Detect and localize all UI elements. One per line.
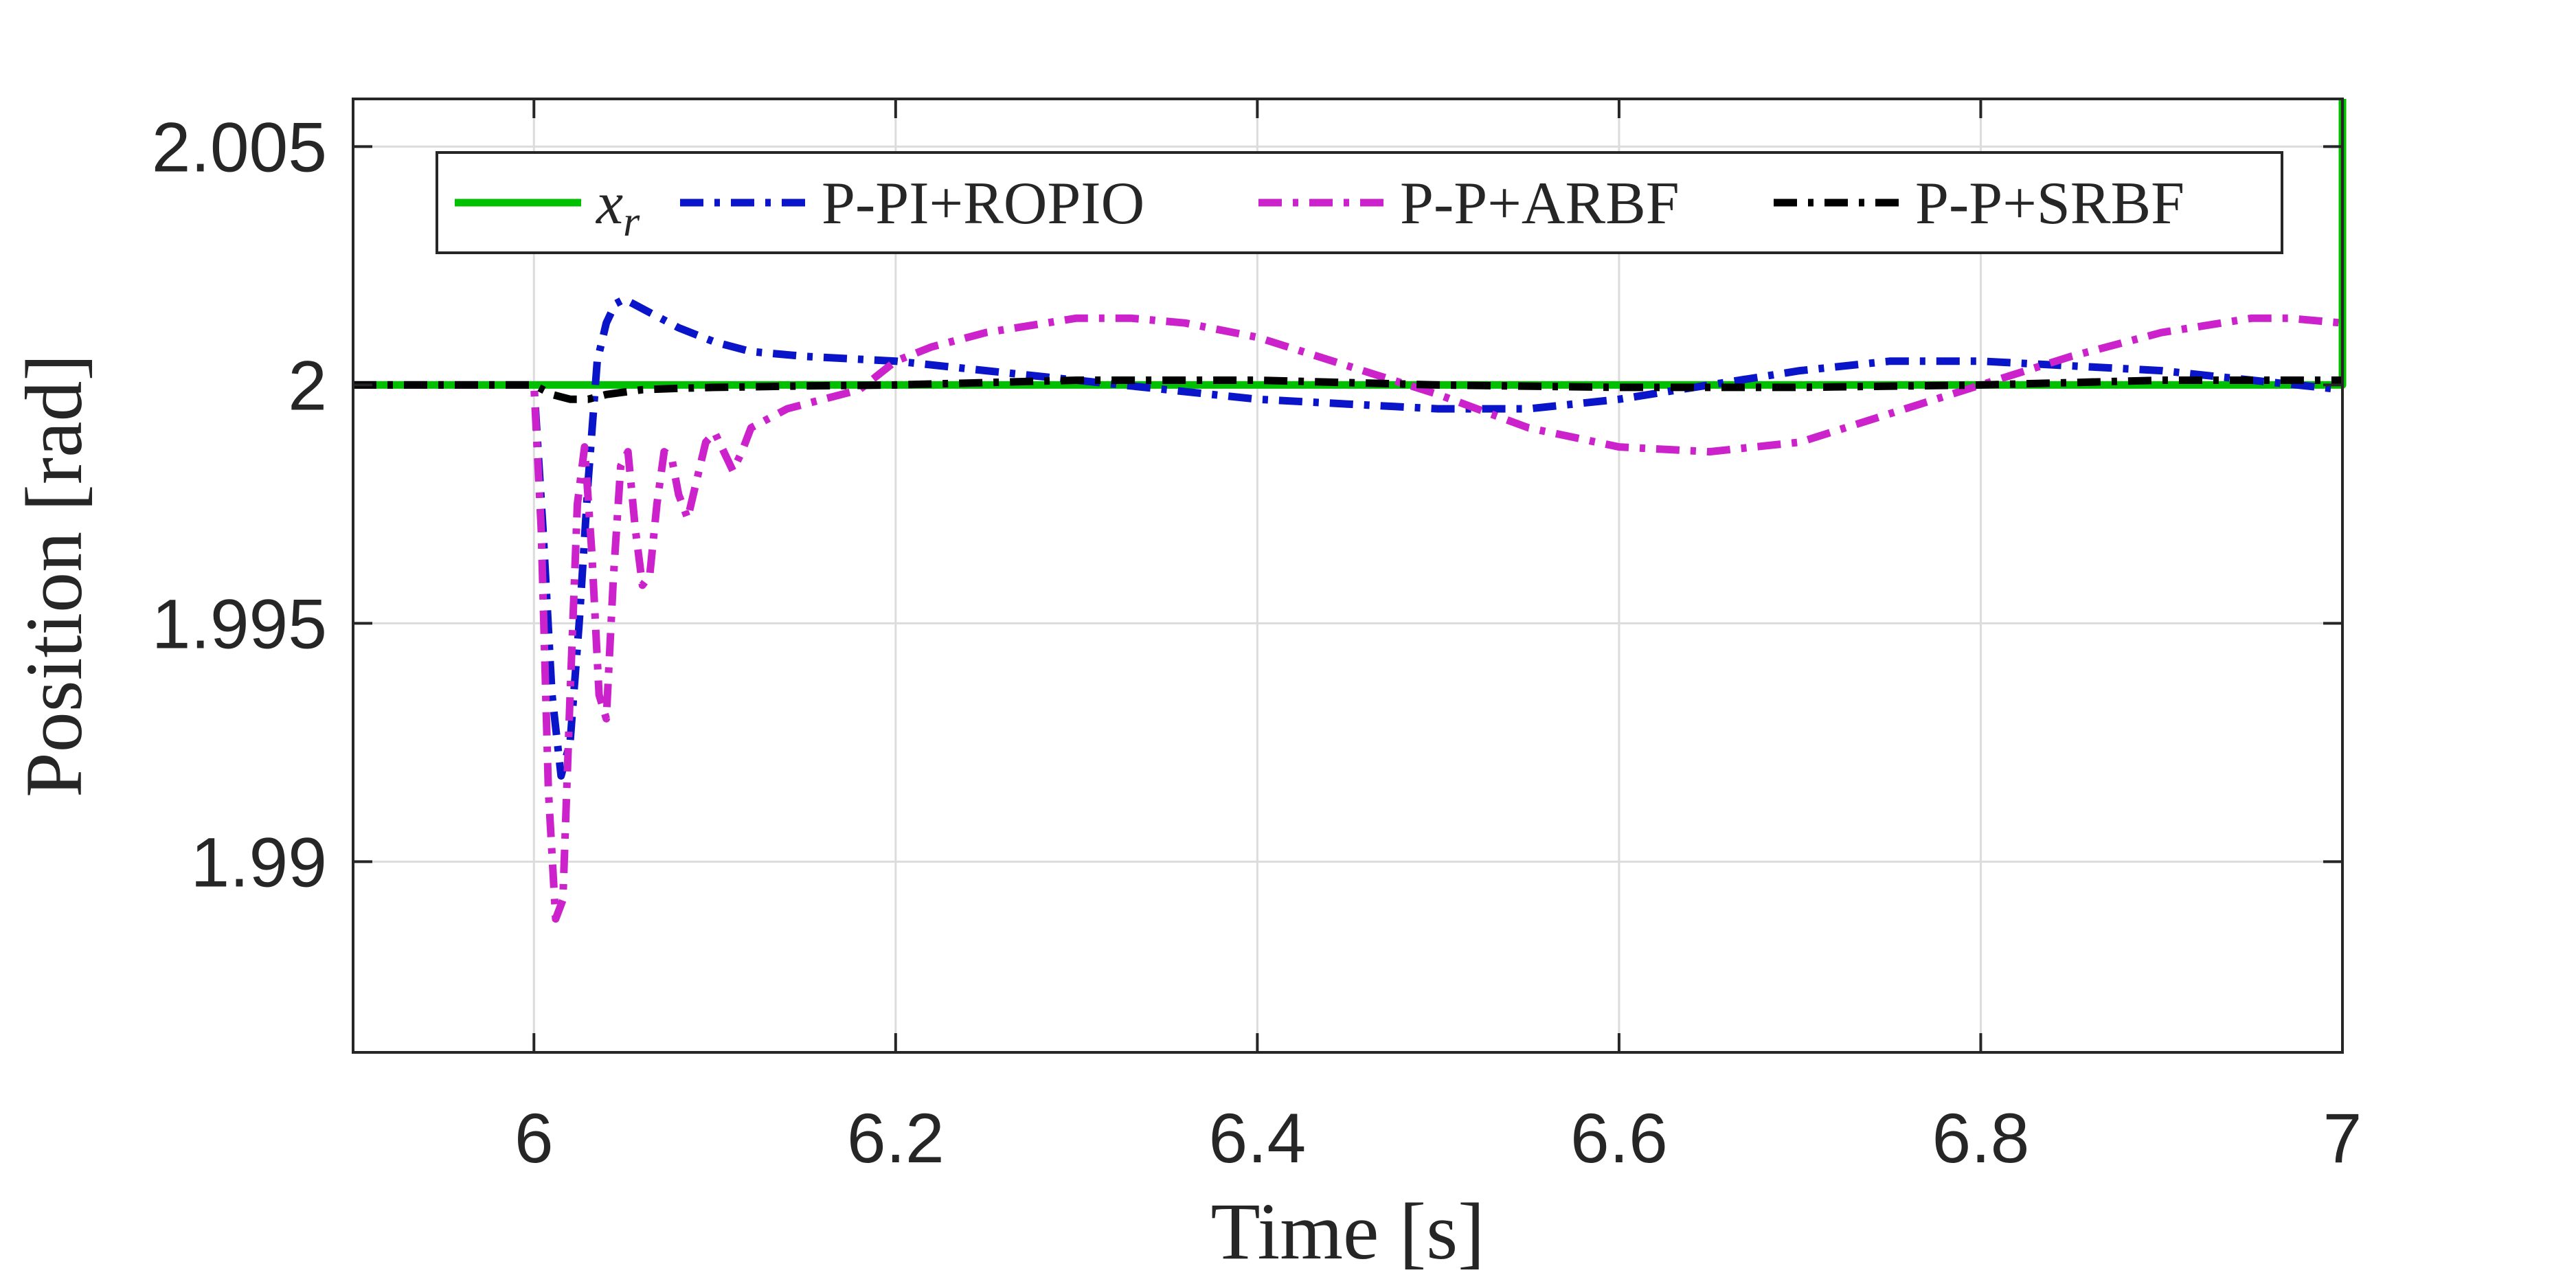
x-axis-label: Time [s] bbox=[1211, 1186, 1485, 1276]
plot-frame bbox=[352, 98, 2344, 1054]
x-tick-label: 6.8 bbox=[1932, 1099, 2030, 1177]
x-tick-label: 7 bbox=[2323, 1099, 2362, 1177]
y-tick-label: 1.995 bbox=[152, 585, 327, 663]
legend-label: P-P+SRBF bbox=[1915, 170, 2184, 237]
x-tick-label: 6.6 bbox=[1570, 1099, 1668, 1177]
legend-label: xr bbox=[595, 170, 640, 245]
legend-label: P-P+ARBF bbox=[1400, 170, 1680, 237]
y-tick-label: 2 bbox=[288, 346, 327, 425]
x-tick-label: 6.4 bbox=[1208, 1099, 1306, 1177]
y-tick-label: 1.99 bbox=[190, 823, 327, 901]
series-line-p-p-arbf bbox=[353, 314, 2343, 923]
legend: xr P-PI+ROPIO P-P+ARBF P-P+SRBF bbox=[436, 151, 2283, 254]
axis-ticks: 6 6.2 6.4 6.6 6.8 7 1.99 1.995 2 2.005 bbox=[152, 99, 2362, 1177]
x-tick-label: 6.2 bbox=[847, 1099, 945, 1177]
legend-label: P-PI+ROPIO bbox=[822, 170, 1144, 237]
series-line-p-p-srbf bbox=[353, 376, 2342, 403]
y-axis-label: Position [rad] bbox=[9, 354, 99, 798]
x-tick-label: 6 bbox=[515, 1099, 554, 1177]
series-line-p-pi-ropio bbox=[353, 295, 2343, 780]
y-tick-label: 2.005 bbox=[152, 108, 327, 186]
